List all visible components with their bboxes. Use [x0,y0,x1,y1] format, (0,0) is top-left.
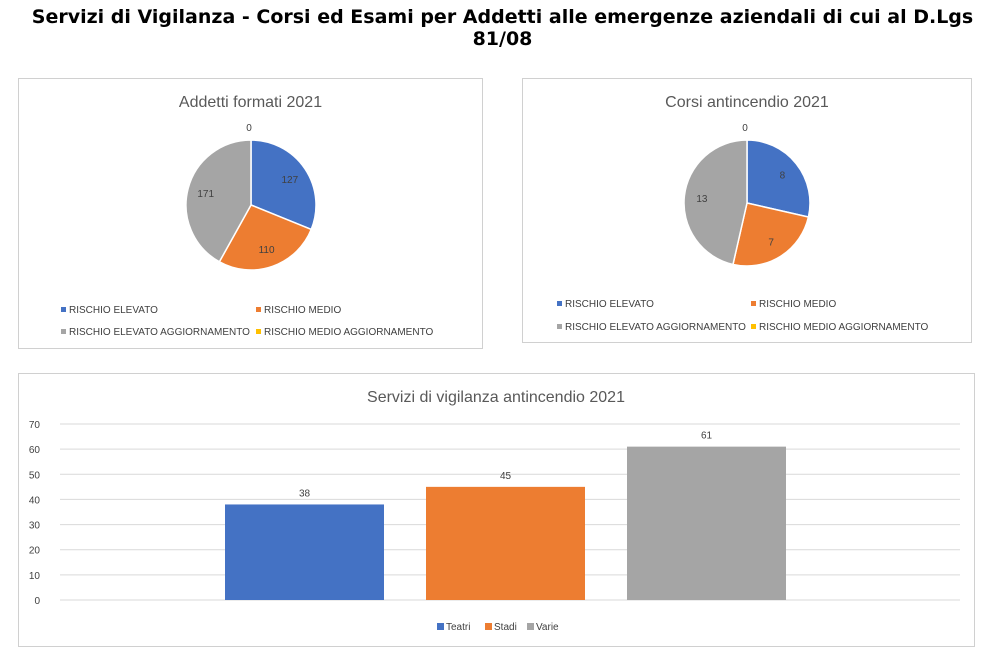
legend-label-teatri: Teatri [446,622,470,633]
data-label-varie: 61 [701,431,713,442]
y-tick-label-10: 10 [29,571,41,582]
data-label-rischio-elevato-aggiornamento: 13 [696,194,708,205]
y-tick-label-40: 40 [29,495,41,506]
pie-slice-rischio-medio [732,202,810,267]
legend-swatch-rischio-medio [256,307,261,312]
pie-chart-addetti-formati-svg: Addetti formati 2021 127 110 171 0 RISCHIO EL… [61,94,433,338]
bar-chart-servizi-vigilanza: Servizi di vigilanza antincendio 2021 0 10… [18,373,975,647]
legend-label-varie: Varie [536,622,559,633]
data-label-rischio-medio: 7 [768,237,774,248]
y-tick-label-20: 20 [29,546,41,557]
legend-swatch-rischio-medio [751,301,756,306]
pie-slice-rischio-elevato-aggiornamento [683,139,748,266]
legend-label-rischio-elevato-aggiornamento: RISCHIO ELEVATO AGGIORNAMENTO [69,327,250,338]
pie-slice-rischio-elevato [250,139,317,231]
y-tick-label-70: 70 [29,420,41,431]
pie-chart-addetti-formati: Addetti formati 2021 127 110 171 0 RISCHIO EL… [18,78,483,349]
y-tick-label-60: 60 [29,445,41,456]
y-tick-label-50: 50 [29,470,41,481]
chart-title: Addetti formati 2021 [179,94,322,111]
legend-label-rischio-elevato: RISCHIO ELEVATO [565,299,654,310]
legend-swatch-rischio-medio-aggiornamento [751,324,756,329]
legend-label-rischio-medio-aggiornamento: RISCHIO MEDIO AGGIORNAMENTO [759,322,928,333]
y-tick-label-0: 0 [34,596,40,607]
legend-swatch-stadi [485,623,492,630]
legend-label-rischio-elevato-aggiornamento: RISCHIO ELEVATO AGGIORNAMENTO [565,322,746,333]
bar-stadi [426,486,585,600]
legend-label-stadi: Stadi [494,622,517,633]
data-label-rischio-medio: 110 [259,245,275,256]
legend-swatch-teatri [437,623,444,630]
legend-swatch-varie [527,623,534,630]
chart-title: Servizi di vigilanza antincendio 2021 [367,389,625,406]
data-label-teatri: 38 [299,488,311,499]
legend-label-rischio-medio-aggiornamento: RISCHIO MEDIO AGGIORNAMENTO [264,327,433,338]
data-label-rischio-medio-aggiornamento: 0 [246,123,252,134]
bar-teatri [225,504,384,600]
legend-swatch-rischio-medio-aggiornamento [256,329,261,334]
legend-swatch-rischio-elevato-aggiornamento [557,324,562,329]
pie-slice-rischio-elevato-aggiornamento [185,139,252,263]
pie-slice-rischio-elevato [746,139,811,218]
legend-label-rischio-medio: RISCHIO MEDIO [264,305,341,316]
legend-swatch-rischio-elevato [61,307,66,312]
data-label-stadi: 45 [500,471,512,482]
chart-title: Corsi antincendio 2021 [665,94,829,111]
data-label-rischio-medio-aggiornamento: 0 [742,123,748,134]
pie-chart-corsi-antincendio: Corsi antincendio 2021 8 7 13 0 RISCHIO ELEVA… [522,78,972,343]
legend-label-rischio-elevato: RISCHIO ELEVATO [69,305,158,316]
bar-varie [627,446,786,600]
y-tick-label-30: 30 [29,521,41,532]
page-title: Servizi di Vigilanza - Corsi ed Esami pe… [31,6,974,50]
data-label-rischio-elevato-aggiornamento: 171 [197,189,214,200]
legend-swatch-rischio-elevato-aggiornamento [61,329,66,334]
data-label-rischio-elevato: 8 [780,171,786,182]
legend-label-rischio-medio: RISCHIO MEDIO [759,299,836,310]
data-label-rischio-elevato: 127 [281,175,298,186]
pie-chart-corsi-antincendio-svg: Corsi antincendio 2021 8 7 13 0 RISCHIO ELEVA… [557,94,928,333]
bar-chart-servizi-vigilanza-svg: Servizi di vigilanza antincendio 2021 0 10… [29,389,960,633]
legend-swatch-rischio-elevato [557,301,562,306]
